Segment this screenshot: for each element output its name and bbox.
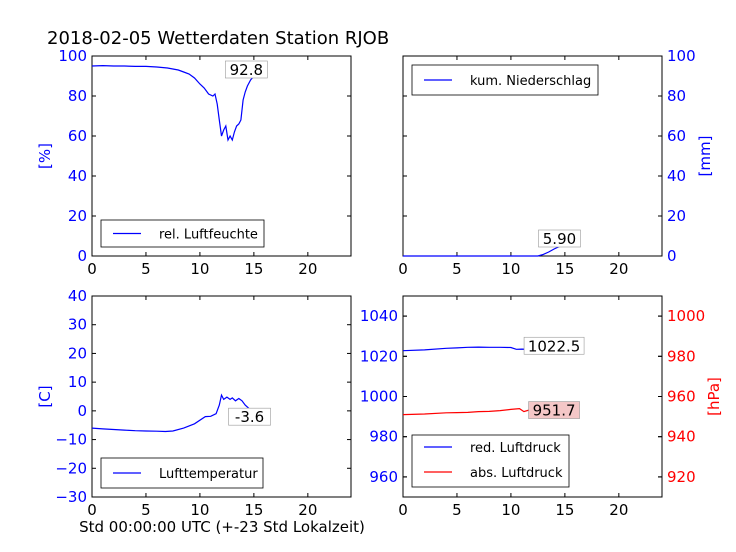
y-tick-label: 980 xyxy=(369,428,398,446)
x-tick-label: 10 xyxy=(501,501,520,519)
y-tick-label: 100 xyxy=(58,47,87,65)
legend-label: red. Luftdruck xyxy=(470,441,561,456)
x-tick-label: 10 xyxy=(190,260,209,278)
y-axis-label: [%] xyxy=(36,143,54,169)
legend-label: abs. Luftdruck xyxy=(470,466,563,481)
annotation-label: -3.6 xyxy=(235,408,264,426)
x-tick-label: 5 xyxy=(141,260,151,278)
y-tick-label-right: 40 xyxy=(667,167,686,185)
legend-frame xyxy=(100,219,265,248)
y-tick-label: 0 xyxy=(77,247,87,265)
y-tick-label: 80 xyxy=(68,87,87,105)
x-tick-label: 0 xyxy=(398,501,408,519)
x-tick-label: 5 xyxy=(141,501,151,519)
panel-humidity: 0 5 10 15 20 0 20 40 60 80 100 [%] 92.8 rel. Luftfeuc… xyxy=(36,47,352,278)
annotation-box xyxy=(528,401,580,419)
y-tick-label: 40 xyxy=(68,167,87,185)
figure-title: 2018-02-05 Wetterdaten Station RJOB xyxy=(47,28,389,49)
y-tick-label-right: 0 xyxy=(667,247,677,265)
x-tick-label: 10 xyxy=(501,260,520,278)
y-tick-label-right: 920 xyxy=(667,468,696,486)
y-tick-label-right: 980 xyxy=(667,347,696,365)
y-axis-label-right: [mm] xyxy=(696,136,714,177)
x-tick-label: 0 xyxy=(87,260,97,278)
y-tick-label-right: 940 xyxy=(667,428,696,446)
y-tick-label: 1000 xyxy=(360,388,398,406)
x-tick-label: 5 xyxy=(452,260,462,278)
x-tick-label: 20 xyxy=(609,501,628,519)
y-tick-label: 0 xyxy=(77,402,87,420)
y-tick-label: 960 xyxy=(369,468,398,486)
y-tick-label: 10 xyxy=(68,373,87,391)
annotation-label: 5.90 xyxy=(543,230,576,248)
x-tick-label: 20 xyxy=(298,501,317,519)
x-tick-label: 5 xyxy=(452,501,462,519)
y-tick-label: 1020 xyxy=(360,347,398,365)
legend: kum. Niederschlag xyxy=(411,64,599,96)
x-tick-label: 15 xyxy=(555,501,574,519)
series-line xyxy=(91,393,266,433)
annotation-box xyxy=(538,229,581,248)
y-tick-label: −20 xyxy=(55,459,87,477)
annotation-label: 92.8 xyxy=(230,61,263,79)
y-tick-label-right: 60 xyxy=(667,127,686,145)
x-tick-label: 10 xyxy=(190,501,209,519)
y-tick-label-right: 20 xyxy=(667,207,686,225)
y-tick-label: 20 xyxy=(68,207,87,225)
y-tick-label-right: 960 xyxy=(667,388,696,406)
x-tick-label: 0 xyxy=(398,260,408,278)
y-axis-label-right: [hPa] xyxy=(705,377,723,416)
x-tick-label: 20 xyxy=(298,260,317,278)
x-tick-label: 15 xyxy=(244,501,263,519)
legend: Lufttemperatur xyxy=(100,457,264,489)
panel-temperature: 0 5 10 15 20 −30 −20 −10 0 10 20 30 40 [C] -3.6 Lufttem… xyxy=(36,287,352,519)
legend: rel. Luftfeuchte xyxy=(100,219,265,248)
x-tick-label: 15 xyxy=(555,260,574,278)
annotation-box xyxy=(225,60,268,79)
series-line xyxy=(91,64,265,142)
legend: red. Luftdruck abs. Luftdruck xyxy=(411,434,570,488)
y-tick-label: 20 xyxy=(68,344,87,362)
annotation-label: 951.7 xyxy=(533,402,576,420)
panel-pressure: 0 5 10 15 20 960 980 1000 1020 1040 920 940 960 980 10… xyxy=(360,295,723,519)
annotation-box xyxy=(523,336,585,355)
x-tick-label: 15 xyxy=(244,260,263,278)
y-tick-label: 60 xyxy=(68,127,87,145)
legend-label: rel. Luftfeuchte xyxy=(159,228,258,243)
x-tick-label: 0 xyxy=(87,501,97,519)
legend-label: kum. Niederschlag xyxy=(470,74,591,89)
annotation-box xyxy=(228,407,271,426)
y-tick-label-right: 80 xyxy=(667,87,686,105)
y-tick-label-right: 100 xyxy=(667,47,696,65)
legend-frame xyxy=(411,434,570,488)
y-tick-label: −10 xyxy=(55,431,87,449)
annotation-label: 1022.5 xyxy=(528,337,581,355)
x-tick-label: 20 xyxy=(609,260,628,278)
legend-label: Lufttemperatur xyxy=(159,467,258,482)
y-tick-label: −30 xyxy=(55,488,87,506)
y-tick-label: 1040 xyxy=(360,307,398,325)
y-tick-label-right: 1000 xyxy=(667,307,705,325)
plot-frame xyxy=(91,295,352,498)
plot-frame xyxy=(91,55,352,257)
y-tick-label: 30 xyxy=(68,316,87,334)
figure-xlabel: Std 00:00:00 UTC (+-23 Std Lokalzeit) xyxy=(79,518,365,536)
y-tick-label: 40 xyxy=(68,287,87,305)
y-axis-label: [C] xyxy=(36,385,54,407)
panel-precipitation: 0 5 10 15 20 0 20 40 60 80 100 [mm] 5.90 kum. Nieders… xyxy=(398,47,714,278)
